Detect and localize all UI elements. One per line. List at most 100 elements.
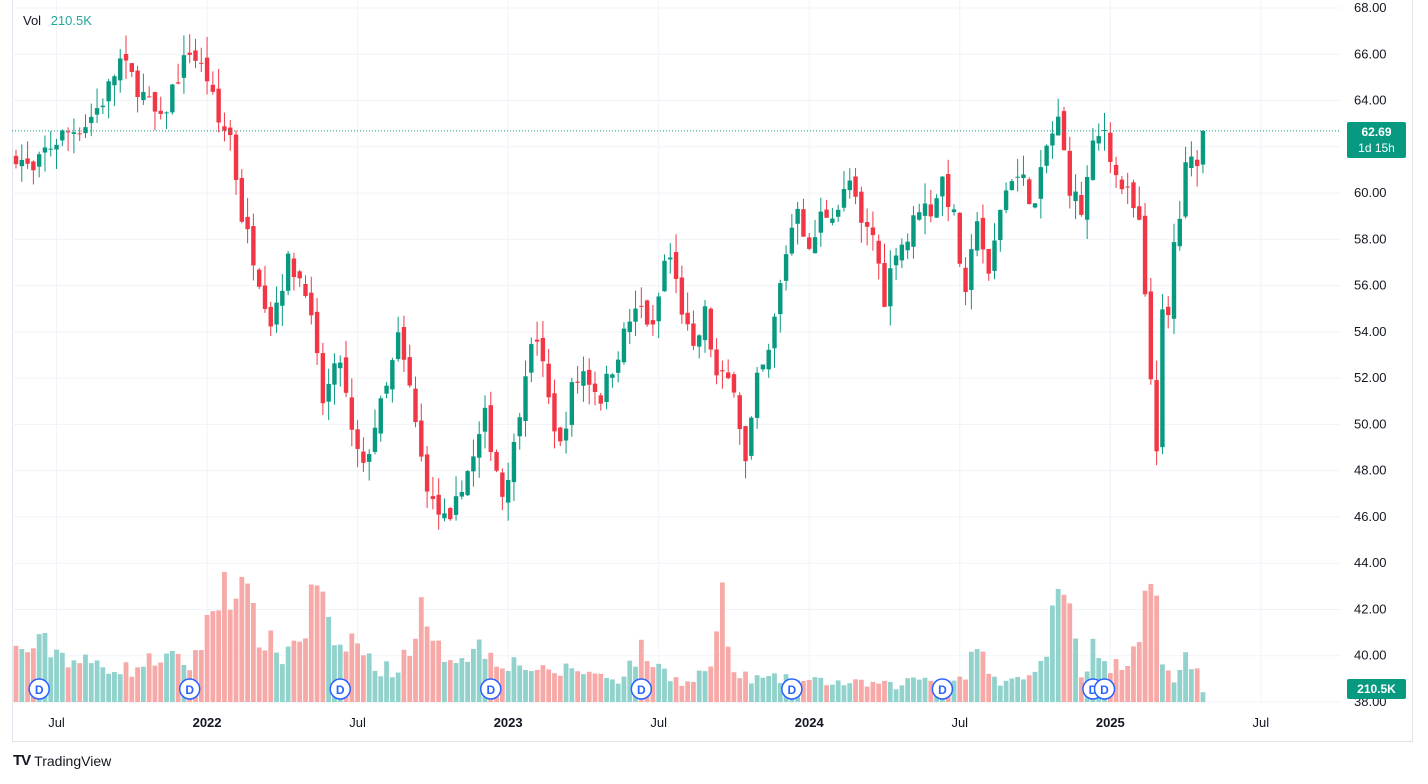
volume-bar [592,673,598,702]
candle-body [1021,174,1026,179]
volume-bar [1165,670,1171,702]
volume-bar [407,655,413,702]
last-price-tag: 62.69 1d 15h [1347,121,1406,158]
candle-body [187,52,192,55]
candle-body [697,335,702,347]
candle-body [146,96,152,98]
volume-bar [540,665,546,702]
volume-bar [262,650,268,702]
candle-body [1032,203,1038,208]
candle-body [922,203,928,216]
candle-body [488,405,493,452]
volume-bar [853,679,858,702]
candle-body [714,349,719,376]
candle-body [945,174,951,208]
candle-body [118,58,123,81]
candle-body [523,376,528,422]
candle-body [65,131,71,133]
candle-body [830,218,835,223]
candle-body [1194,159,1200,167]
candle-body [731,374,737,393]
candle-body [911,215,916,247]
volume-bar [19,649,25,702]
candle-body [552,393,557,432]
volume-bar [389,677,395,702]
candle-body [627,321,632,333]
volume-bar [117,674,123,702]
candle-body [882,263,887,307]
tradingview-branding[interactable]: TV TradingView [13,752,111,769]
candle-body [1108,132,1113,162]
volume-bar [1177,669,1183,702]
volume-bar [1154,595,1160,702]
candle-body [807,237,812,249]
candle-body [592,383,598,392]
volume-bar [772,673,777,702]
candle-body [656,296,661,322]
time-axis-label: 2022 [193,715,222,730]
candle-body [778,283,783,315]
volume-bar [198,650,204,702]
volume-bar [140,666,146,702]
volume-bar [858,679,864,702]
candle-body [581,371,586,386]
candle-body [679,277,685,315]
candle-body [1166,306,1171,316]
volume-bar [650,667,656,702]
volume-bar [818,677,824,702]
candle-body [430,496,436,500]
dividend-marker-icon [781,678,803,700]
volume-bar [424,626,430,702]
volume-bar [268,630,274,702]
volume-bar [812,677,818,702]
volume-legend-label: Vol [23,13,42,28]
volume-bar [835,680,841,702]
volume-bar [1050,605,1055,702]
candle-body [1050,133,1055,146]
candle-body [291,258,297,278]
volume-bar [627,660,633,702]
candle-body [1003,190,1009,210]
volume-legend: Vol 210.5K [23,13,92,28]
volume-bar [453,663,459,702]
price-axis-label: 60.00 [1354,185,1387,200]
candle-body [459,492,465,497]
time-axis: Jul 2022 Jul 2023 Jul 2024 Jul 2025 Jul [48,715,1269,730]
candle-body [604,373,609,403]
volume-bar [986,673,992,702]
volume-bar [77,663,83,702]
candle-body [534,339,540,342]
candle-body [743,426,748,462]
candle-body [280,290,285,306]
volume-bar [563,663,569,702]
candle-body [401,327,407,360]
volume-bar [227,609,233,702]
volume-bar [1171,682,1177,702]
volume-tag-value: 210.5K [1357,682,1396,696]
volume-bar [882,680,887,702]
volume-bar [447,660,453,702]
volume-bar [285,646,291,702]
volume-bar [442,661,447,702]
volume-bar [384,661,389,702]
candle-body [123,54,129,61]
dividend-marker-icon [178,678,201,700]
candle-body [951,209,957,213]
candle-body [89,116,94,123]
candle-body [395,332,401,360]
dividend-marker-label: D [637,683,646,697]
candle-body [1125,186,1130,188]
candle-body [361,451,366,463]
volume-legend-value: 210.5K [50,13,92,28]
candle-body [969,249,974,290]
candle-body [766,349,771,370]
dividend-marker-icon [630,678,653,700]
volume-bar [604,678,609,702]
volume-bar [575,671,581,702]
candle-body [355,429,360,449]
volume-bar [349,633,355,702]
volume-bar [754,675,760,702]
dividend-marker-label: D [35,683,44,697]
price-axis-label: 68.00 [1354,0,1387,15]
